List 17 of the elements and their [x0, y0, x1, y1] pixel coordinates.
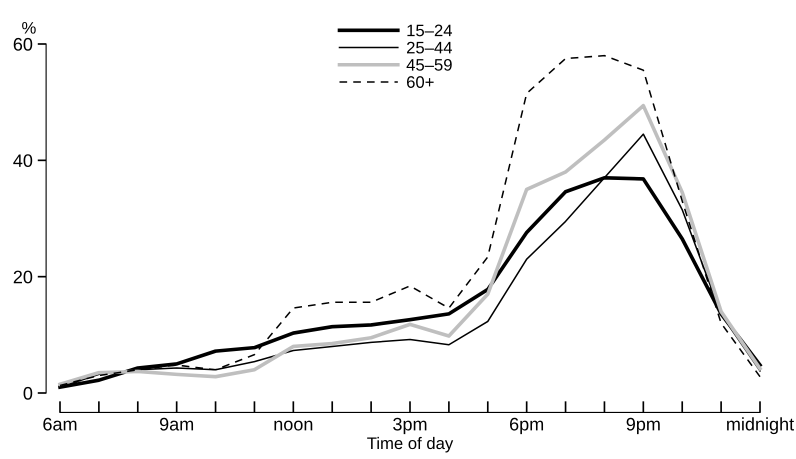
x-tick-label: 6pm — [510, 418, 544, 434]
x-tick-label: midnight — [727, 417, 794, 434]
x-tick-label: 6am — [43, 418, 76, 431]
legend-label: 45–59 — [406, 58, 452, 71]
legend-label: 60+ — [407, 76, 434, 88]
legend-label: 15–24 — [407, 24, 452, 36]
y-tick-label: 0 — [24, 386, 32, 400]
x-tick-label: noon — [274, 420, 312, 431]
y-tick-label: 60 — [14, 38, 32, 51]
x-tick-label: 9am — [160, 418, 194, 431]
x-tick-label: 3pm — [393, 418, 426, 434]
legend-label: 25–44 — [407, 42, 452, 54]
y-axis-title: % — [22, 22, 36, 34]
y-tick-label: 40 — [13, 154, 32, 168]
y-tick-label: 20 — [14, 270, 32, 284]
x-tick-label: 9pm — [626, 418, 660, 434]
x-axis-title: Time of day — [367, 436, 454, 452]
